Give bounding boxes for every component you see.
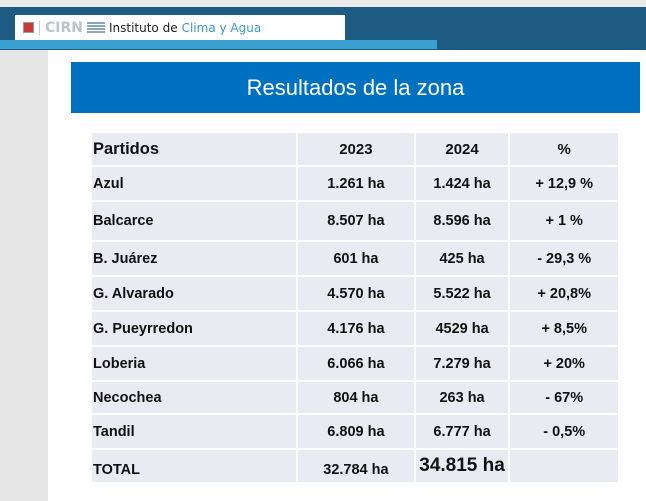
value-2023-cell: 601 ha — [296, 240, 416, 277]
percent-cell: + 20,8% — [508, 275, 620, 312]
partido-cell: Balcarce — [89, 200, 299, 242]
header-accent-bar — [0, 40, 437, 49]
partido-cell: B. Juárez — [89, 240, 299, 277]
partido-cell: G. Pueyrredon — [89, 310, 299, 347]
table-row: G. Pueyrredon 4.176 ha 4529 ha + 8,5% — [89, 310, 620, 347]
percent-cell: + 12,9 % — [508, 165, 620, 202]
institute-name: Clima y Agua — [181, 20, 262, 35]
value-2024-cell: 4529 ha — [413, 310, 511, 347]
slide-title: Resultados de la zona — [71, 62, 640, 113]
partido-cell: Necochea — [89, 380, 299, 415]
value-2023-cell: 6.809 ha — [296, 413, 416, 450]
partido-cell: Azul — [89, 165, 299, 202]
top-strip — [0, 0, 646, 7]
value-2024-cell: 5.522 ha — [413, 275, 511, 312]
value-2024-cell: 6.777 ha — [413, 413, 511, 450]
table-row: Necochea 804 ha 263 ha - 67% — [89, 380, 620, 415]
value-2023-cell: 1.261 ha — [296, 165, 416, 202]
results-table: Partidos 2023 2024% Azul 1.261 ha 1.424 ha + 1… — [89, 131, 620, 484]
partido-cell: Loberia — [89, 345, 299, 382]
value-2024-cell: 2024 — [413, 131, 511, 167]
value-2024-cell: 7.279 ha — [413, 345, 511, 382]
table-row: B. Juárez 601 ha 425 ha - 29,3 % — [89, 240, 620, 277]
table-row: Loberia 6.066 ha 7.279 ha + 20% — [89, 345, 620, 382]
value-2024-cell: 1.424 ha — [413, 165, 511, 202]
table-row: Tandil 6.809 ha 6.777 ha - 0,5% — [89, 413, 620, 450]
value-2023-cell: 6.066 ha — [296, 345, 416, 382]
percent-cell — [508, 448, 620, 484]
percent-cell: - 29,3 % — [508, 240, 620, 277]
partido-cell: TOTAL — [89, 448, 299, 484]
table-header-row: Partidos 2023 2024% — [89, 131, 620, 167]
table-row: G. Alvarado 4.570 ha 5.522 ha + 20,8% — [89, 275, 620, 312]
value-2023-cell: 4.176 ha — [296, 310, 416, 347]
value-2024-cell: 34.815 ha — [413, 448, 511, 484]
waves-icon — [86, 21, 105, 34]
value-2023-cell: 8.507 ha — [296, 200, 416, 242]
value-2024-cell: 8.596 ha — [413, 200, 511, 242]
percent-cell: - 67% — [508, 380, 620, 415]
inta-logo-icon — [23, 22, 34, 33]
logo-divider — [39, 20, 40, 35]
partido-cell: G. Alvarado — [89, 275, 299, 312]
value-2023-cell: 804 ha — [296, 380, 416, 415]
value-2024-cell: 263 ha — [413, 380, 511, 415]
value-2024-cell: 425 ha — [413, 240, 511, 277]
table-row: Balcarce 8.507 ha 8.596 ha + 1 % — [89, 200, 620, 242]
table-row: Azul 1.261 ha 1.424 ha + 12,9 % — [89, 165, 620, 202]
percent-cell: - 0,5% — [508, 413, 620, 450]
value-2023-cell: 32.784 ha — [296, 448, 416, 484]
value-2023-cell: 4.570 ha — [296, 275, 416, 312]
institute-prefix: Instituto de — [108, 20, 178, 35]
percent-cell: % — [508, 131, 620, 167]
percent-cell: + 20% — [508, 345, 620, 382]
total-row: TOTAL 32.784 ha 34.815 ha — [89, 448, 620, 484]
value-2023-cell: 2023 — [296, 131, 416, 167]
cirn-label: CIRN — [45, 19, 83, 36]
percent-cell: + 1 % — [508, 200, 620, 242]
partido-cell: Tandil — [89, 413, 299, 450]
percent-cell: + 8,5% — [508, 310, 620, 347]
partido-cell: Partidos — [89, 131, 299, 167]
institute-logo: CIRN Instituto de Clima y Agua — [15, 15, 345, 40]
